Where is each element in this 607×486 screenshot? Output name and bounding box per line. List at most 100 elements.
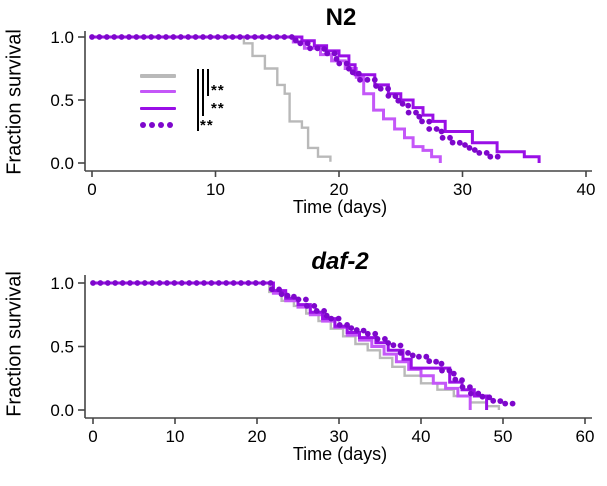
curve-dot-n2 bbox=[274, 34, 280, 40]
curve-dot-n2 bbox=[288, 34, 295, 40]
legend-swatch-gray bbox=[140, 74, 176, 78]
curve-dot-n2 bbox=[438, 128, 445, 135]
curve-dot-daf2 bbox=[390, 342, 397, 349]
curve-dot-daf2 bbox=[426, 358, 433, 365]
x-tick-label: 30 bbox=[330, 427, 349, 446]
curve-dot-daf2 bbox=[291, 293, 297, 300]
curve-dot-n2 bbox=[89, 34, 95, 40]
x-tick-label: 0 bbox=[87, 180, 96, 199]
curve-dot-daf2 bbox=[374, 336, 381, 342]
curve-dot-n2 bbox=[214, 34, 221, 40]
curve-dot-n2 bbox=[324, 50, 331, 57]
curve-dot-daf2 bbox=[238, 280, 244, 286]
curve-dot-daf2 bbox=[433, 358, 439, 365]
curve-dot-n2 bbox=[433, 126, 440, 132]
curve-dot-daf2 bbox=[490, 397, 497, 404]
curve-dot-n2 bbox=[385, 92, 392, 99]
curve-dot-daf2 bbox=[416, 353, 422, 360]
curve-dot-n2 bbox=[314, 45, 321, 52]
curve-dot-daf2 bbox=[385, 340, 392, 346]
curve-dot-n2 bbox=[297, 40, 304, 47]
curve-purple-n2 bbox=[92, 35, 541, 163]
curve-dot-daf2 bbox=[397, 350, 404, 356]
curve-dot-daf2 bbox=[304, 303, 310, 309]
curve-dot-n2 bbox=[229, 34, 236, 40]
curve-dot-n2 bbox=[251, 34, 258, 40]
curve-dot-daf2 bbox=[252, 280, 259, 286]
y-axis-label-bottom: Fraction survival bbox=[3, 271, 26, 417]
curve-dot-n2 bbox=[405, 109, 412, 116]
curve-dot-n2 bbox=[357, 76, 363, 83]
curve-dot-daf2 bbox=[119, 280, 126, 286]
curve-dot-n2 bbox=[266, 34, 273, 40]
curve-dot-daf2 bbox=[353, 327, 360, 333]
curve-dot-daf2 bbox=[260, 280, 267, 286]
curve-dot-n2 bbox=[419, 118, 425, 125]
y-tick-label: 1.0 bbox=[50, 28, 74, 47]
curve-dot-n2 bbox=[177, 34, 184, 40]
curve-dot-daf2 bbox=[335, 315, 342, 322]
curve-dot-n2 bbox=[148, 34, 155, 40]
curve-dot-n2 bbox=[483, 150, 490, 156]
curve-dot-n2 bbox=[321, 46, 328, 52]
curve-dot-daf2 bbox=[479, 393, 486, 400]
curve-dot-daf2 bbox=[509, 400, 516, 407]
panel-title-daf2: daf-2 bbox=[311, 248, 369, 275]
curve-dot-daf2 bbox=[348, 325, 355, 331]
curve-dot-daf2 bbox=[344, 322, 350, 328]
curve-dot-daf2 bbox=[439, 367, 445, 374]
curve-dot-daf2 bbox=[323, 312, 330, 319]
curve-dot-n2 bbox=[111, 34, 118, 40]
significance-stars-purple: ** bbox=[211, 100, 225, 117]
curve-dot-daf2 bbox=[215, 280, 222, 286]
curve-dot-n2 bbox=[244, 34, 251, 40]
curve-dot-n2 bbox=[426, 118, 433, 125]
curve-dot-daf2 bbox=[90, 280, 96, 286]
legend-dot bbox=[158, 122, 164, 128]
curve-dot-n2 bbox=[439, 134, 446, 141]
legend-dot bbox=[149, 122, 155, 128]
curve-dot-n2 bbox=[155, 34, 162, 40]
curve-dot-n2 bbox=[343, 60, 350, 67]
curve-dot-daf2 bbox=[276, 286, 282, 293]
x-tick-label: 0 bbox=[88, 427, 97, 446]
x-tick-label: 50 bbox=[494, 427, 513, 446]
curve-dot-n2 bbox=[364, 76, 371, 83]
curve-dot-n2 bbox=[133, 34, 140, 40]
curve-dot-daf2 bbox=[450, 370, 457, 377]
curve-dot-n2 bbox=[447, 134, 453, 141]
curve-dot-n2 bbox=[395, 97, 402, 104]
curve-dot-daf2 bbox=[134, 280, 141, 286]
x-tick-label: 20 bbox=[248, 427, 267, 446]
legend-dot bbox=[167, 122, 173, 128]
curve-dot-n2 bbox=[471, 147, 478, 153]
curve-dot-daf2 bbox=[459, 384, 466, 390]
x-tick-label: 40 bbox=[412, 427, 431, 446]
curve-dot-daf2 bbox=[230, 280, 237, 286]
curve-dot-n2 bbox=[371, 76, 378, 83]
curve-dot-n2 bbox=[237, 34, 243, 40]
significance-stars-light: ** bbox=[211, 82, 225, 99]
curve-dot-n2 bbox=[399, 100, 406, 107]
curve-dot-n2 bbox=[456, 139, 463, 146]
curve-dot-n2 bbox=[292, 37, 299, 44]
panel-title-n2: N2 bbox=[325, 4, 357, 31]
curve-dot-daf2 bbox=[313, 308, 320, 314]
curve-dot-daf2 bbox=[164, 280, 170, 286]
curve-dot-n2 bbox=[118, 34, 125, 40]
curve-dot-daf2 bbox=[201, 280, 207, 286]
significance-bracket-light bbox=[207, 69, 209, 96]
curve-dot-daf2 bbox=[278, 291, 285, 298]
curve-dot-daf2 bbox=[468, 390, 474, 397]
y-tick-label: 0.5 bbox=[50, 338, 74, 357]
curve-dot-daf2 bbox=[156, 280, 163, 286]
curve-dot-daf2 bbox=[321, 308, 327, 314]
curve-dot-n2 bbox=[373, 83, 379, 89]
significance-bracket-dotted bbox=[197, 69, 199, 131]
y-tick-label: 0.0 bbox=[50, 154, 74, 173]
curve-dot-n2 bbox=[333, 56, 340, 62]
curve-dot-daf2 bbox=[112, 280, 119, 286]
curve-dot-daf2 bbox=[267, 280, 274, 286]
